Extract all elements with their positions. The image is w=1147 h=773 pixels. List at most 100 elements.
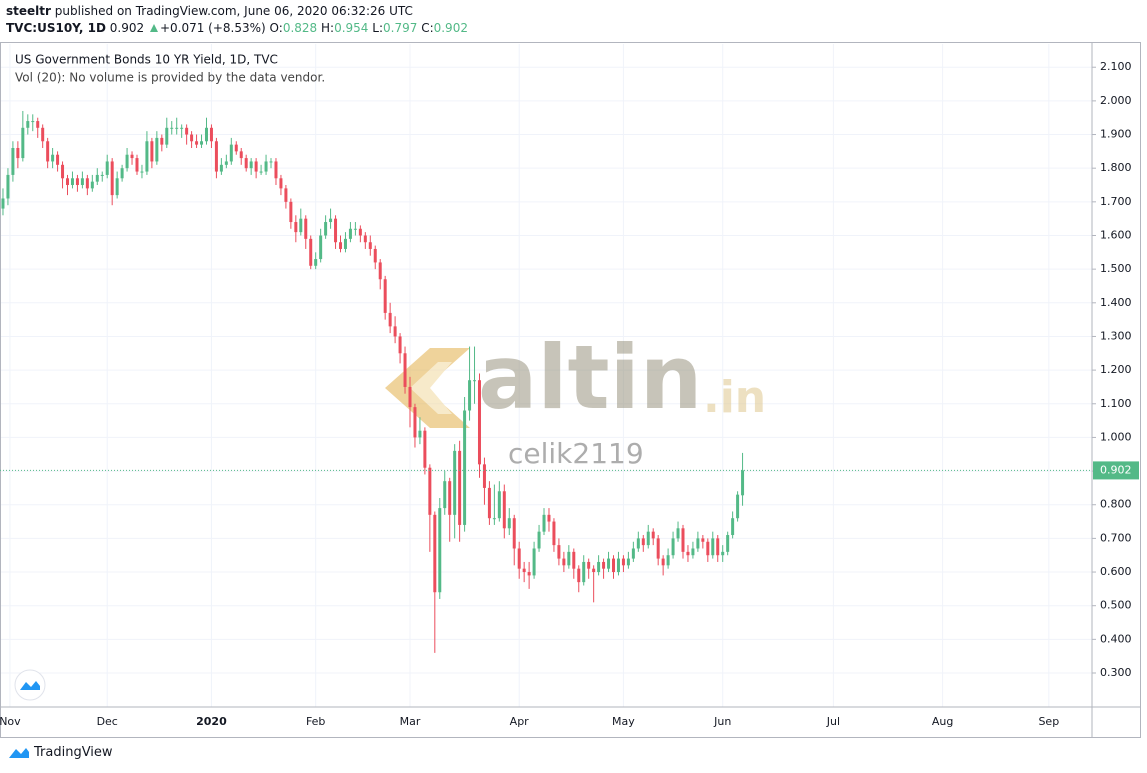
candle-body [477, 380, 481, 465]
candle-body [423, 430, 427, 468]
y-tick-label: 1.500 [1100, 262, 1132, 275]
candle-body [334, 218, 338, 243]
candle-body [115, 178, 119, 196]
candle-body [428, 467, 432, 515]
candle-body [547, 514, 551, 522]
candle-body [482, 464, 486, 488]
candle-body [572, 551, 576, 569]
candle-body [621, 558, 625, 566]
candle-body [393, 326, 397, 337]
watermark-tld: .in [703, 372, 766, 423]
y-tick-label: 0.700 [1100, 531, 1132, 544]
candle-body [309, 238, 313, 266]
candle-body [130, 154, 134, 159]
candle-body [234, 144, 238, 152]
y-tick-label: 0.800 [1100, 498, 1132, 511]
watermark: altin .in celik2119 [385, 326, 766, 470]
footer: TradingView [8, 745, 113, 760]
y-tick-label: 0.300 [1100, 666, 1132, 679]
x-tick-label: Aug [932, 715, 953, 728]
candle-body [284, 188, 288, 202]
c-value: 0.902 [433, 21, 468, 35]
candles [1, 110, 745, 653]
candle-body [90, 181, 94, 189]
x-tick-label: Apr [510, 715, 530, 728]
candle-body [219, 164, 223, 172]
candle-body [150, 141, 154, 162]
candle-body [636, 538, 640, 549]
candle-body [110, 161, 114, 196]
candle-body [557, 545, 561, 559]
c-label: C: [421, 21, 434, 35]
candle-body [363, 235, 367, 243]
y-tick-label: 1.200 [1100, 363, 1132, 376]
candle-body [140, 171, 144, 173]
candle-body [582, 561, 586, 583]
candle-body [239, 151, 243, 159]
y-tick-label: 1.300 [1100, 329, 1132, 342]
candle-body [666, 555, 670, 566]
candle-body [209, 127, 213, 142]
candle-body [398, 336, 402, 354]
candle-body [41, 127, 45, 142]
candle-body [175, 127, 179, 129]
candle-body [21, 127, 25, 159]
y-tick-label: 0.600 [1100, 565, 1132, 578]
last: 0.902 [109, 21, 145, 35]
candle-body [70, 178, 74, 186]
candle-body [274, 161, 278, 179]
tv-button-icon [20, 681, 40, 690]
chart: altin .in celik2119 US Government Bonds … [0, 42, 1141, 738]
candle-body [190, 134, 194, 142]
x-tick-label: Dec [97, 715, 118, 728]
candle-body [497, 491, 501, 519]
x-tick-label: Sep [1038, 715, 1059, 728]
candle-body [324, 222, 328, 236]
candle-body [741, 470, 745, 496]
candle-body [443, 481, 447, 509]
candle-body [269, 161, 273, 163]
candle-body [299, 218, 303, 233]
candle-body [448, 481, 452, 515]
candle-body [264, 161, 268, 172]
h-label: H: [321, 21, 335, 35]
candle-body [691, 548, 695, 556]
candle-body [155, 137, 159, 162]
candle-body [244, 158, 248, 169]
candle-body [224, 161, 228, 165]
candle-body [453, 450, 457, 515]
chart-subtitle: Vol (20): No volume is provided by the d… [15, 71, 325, 85]
tv-button[interactable] [14, 669, 46, 701]
candle-body [686, 551, 690, 556]
candle-body [507, 518, 511, 529]
symbol: TVC:US10Y, 1D [6, 21, 106, 35]
candle-body [229, 144, 233, 162]
candle-body [656, 538, 660, 559]
candle-body [651, 531, 655, 539]
candle-body [170, 127, 174, 129]
candle-body [214, 141, 218, 172]
candle-body [522, 568, 526, 573]
candle-body [388, 312, 392, 327]
o-label: O: [269, 21, 283, 35]
candle-body [249, 161, 253, 169]
candle-body [631, 548, 635, 559]
candle-body [180, 127, 184, 129]
candle-body [16, 147, 20, 159]
candle-body [339, 242, 343, 249]
candle-body [602, 561, 606, 569]
candle-body [492, 518, 496, 520]
y-tick-label: 1.100 [1100, 397, 1132, 410]
candle-body [418, 430, 422, 438]
candle-body [314, 259, 318, 266]
publish-line: steeltr published on TradingView.com, Ju… [6, 3, 468, 20]
candle-body [254, 161, 258, 172]
candle-body [36, 121, 40, 128]
candle-body [517, 548, 521, 569]
candle-body [160, 137, 164, 145]
candle-body [319, 235, 323, 260]
candle-body [671, 538, 675, 556]
watermark-logo [385, 348, 470, 428]
candle-body [195, 141, 199, 145]
